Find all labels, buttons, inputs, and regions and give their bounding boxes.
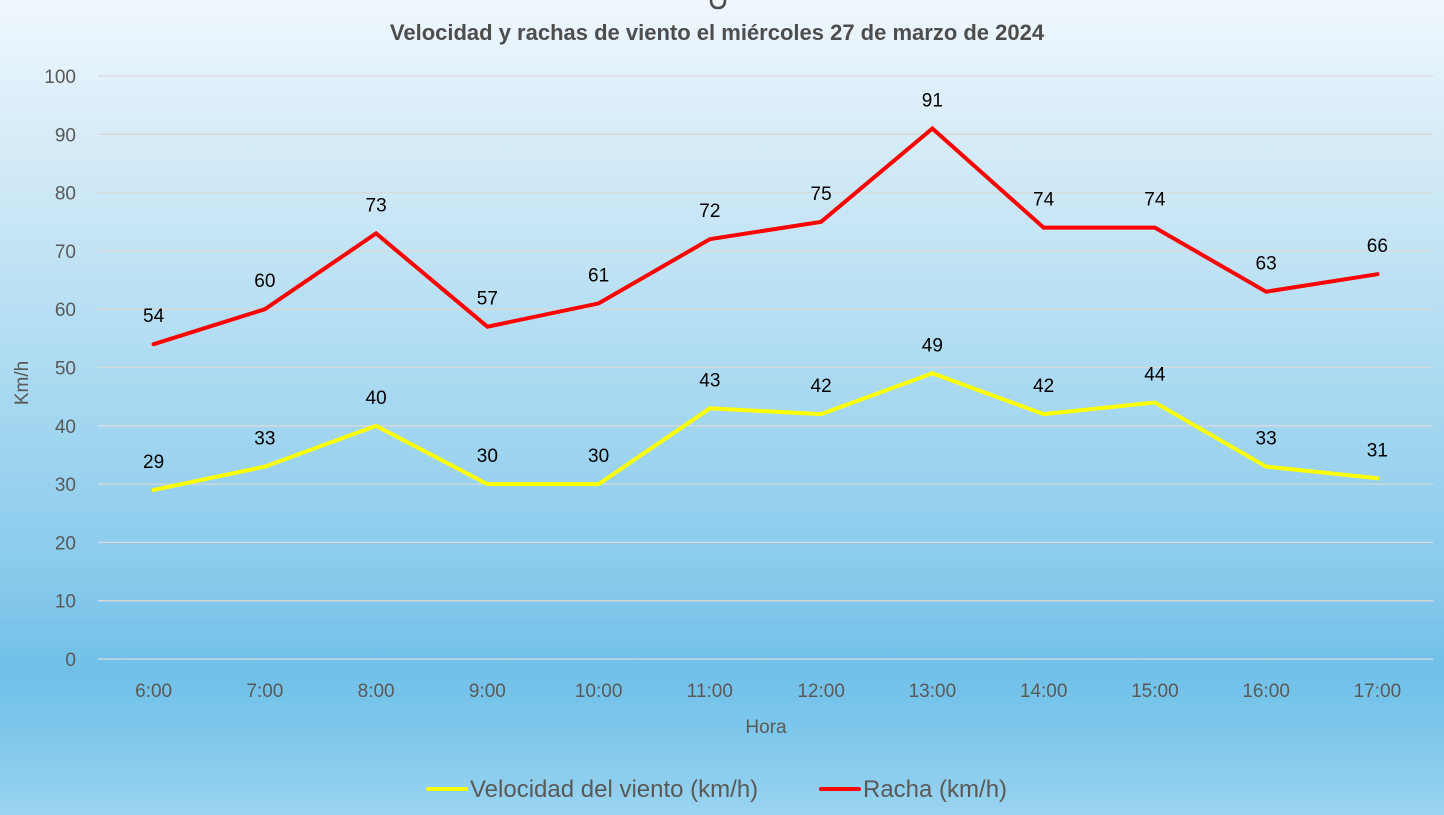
x-tick-label: 14:00 (1020, 681, 1068, 702)
legend-item-racha[interactable]: Racha (km/h) (819, 776, 1007, 803)
data-label: 74 (1144, 190, 1166, 211)
y-tick-label: 60 (55, 300, 76, 321)
x-tick-label: 17:00 (1354, 681, 1402, 702)
data-label: 44 (1144, 364, 1166, 385)
y-tick-label: 10 (55, 592, 76, 613)
data-label: 43 (699, 370, 720, 391)
y-tick-label: 30 (55, 475, 76, 496)
data-label: 30 (477, 446, 498, 467)
data-label: 30 (588, 446, 609, 467)
data-label: 29 (143, 452, 164, 473)
x-tick-label: 10:00 (575, 681, 623, 702)
data-label: 31 (1367, 440, 1388, 461)
x-tick-label: 15:00 (1131, 681, 1179, 702)
x-axis-title: Hora (745, 717, 787, 738)
legend-label-velocidad: Velocidad del viento (km/h) (470, 776, 758, 803)
data-labels: 29 33 40 30 30 43 42 49 42 44 33 31 54 60 73 57 61 72 75 91… (143, 90, 1388, 472)
x-tick-label: 12:00 (797, 681, 845, 702)
data-label: 63 (1256, 254, 1277, 275)
data-label: 72 (699, 201, 720, 222)
series-line-racha (151, 125, 1380, 347)
data-label: 57 (477, 289, 498, 310)
y-tick-label: 90 (55, 125, 76, 146)
data-label: 60 (254, 271, 275, 292)
data-label: 91 (922, 90, 943, 111)
y-tick-label: 0 (65, 650, 76, 671)
gridlines (98, 75, 1433, 660)
data-label: 42 (1033, 376, 1054, 397)
y-tick-label: 50 (55, 359, 76, 380)
y-tick-label: 20 (55, 533, 76, 554)
data-label: 66 (1367, 236, 1388, 257)
y-tick-label: 40 (55, 417, 76, 438)
data-label: 42 (811, 376, 832, 397)
legend-item-velocidad[interactable]: Velocidad del viento (km/h) (426, 776, 758, 803)
y-tick-label: 100 (44, 67, 76, 88)
series-line-velocidad (151, 371, 1380, 492)
legend: Velocidad del viento (km/h) Racha (km/h) (426, 776, 1007, 803)
legend-label-racha: Racha (km/h) (863, 776, 1007, 803)
x-tick-label: 8:00 (358, 681, 395, 702)
data-label: 74 (1033, 190, 1055, 211)
y-axis-title: Km/h (12, 361, 33, 405)
y-axis-ticks: 0 10 20 30 40 50 60 70 80 90 100 (44, 67, 76, 671)
data-label: 33 (1256, 429, 1277, 450)
x-tick-label: 9:00 (469, 681, 506, 702)
data-label: 75 (811, 184, 832, 205)
data-label: 33 (254, 429, 275, 450)
data-label: 54 (143, 306, 165, 327)
x-tick-label: 16:00 (1242, 681, 1290, 702)
x-axis-ticks: 6:00 7:00 8:00 9:00 10:00 11:00 12:00 13:00 14:0… (135, 681, 1401, 702)
x-tick-label: 13:00 (909, 681, 957, 702)
x-tick-label: 6:00 (135, 681, 172, 702)
data-label: 49 (922, 335, 943, 356)
y-tick-label: 80 (55, 184, 76, 205)
x-tick-label: 7:00 (246, 681, 283, 702)
data-label: 73 (366, 195, 387, 216)
data-label: 61 (588, 265, 609, 286)
series-lines (151, 125, 1380, 492)
chart-title: Velocidad y rachas de viento el miércole… (390, 20, 1045, 45)
y-tick-label: 70 (55, 242, 76, 263)
cropped-glyph-fragment (709, 0, 727, 10)
data-label: 40 (366, 388, 387, 409)
x-tick-label: 11:00 (687, 681, 733, 702)
